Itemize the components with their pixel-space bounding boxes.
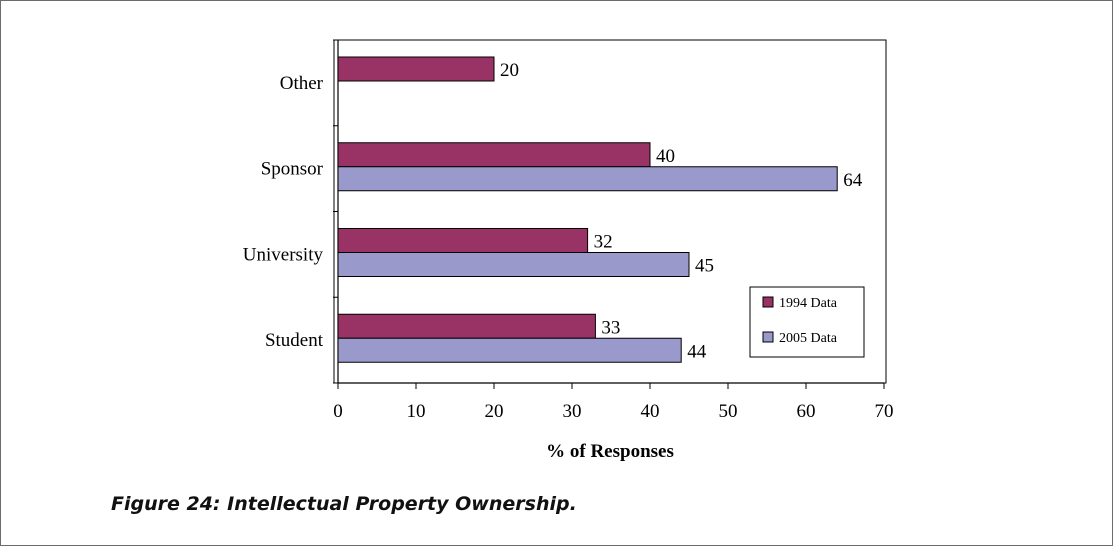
figure-caption: Figure 24: Intellectual Property Ownersh… (111, 493, 577, 515)
x-tick-label: 70 (875, 401, 894, 422)
bar-2005 (337, 166, 838, 192)
x-tick-label: 40 (641, 401, 660, 422)
x-tick-label: 30 (563, 401, 582, 422)
chart-marks: 0 10 20 30 40 50 60 70 Other 20 Sponsor 40 64 Univers… (243, 39, 894, 422)
category-label: Student (265, 330, 324, 351)
category-label: Other (280, 73, 324, 94)
category-label: University (243, 244, 324, 265)
bar-1994 (337, 142, 651, 168)
data-label: 40 (656, 146, 675, 167)
x-tick-label: 0 (333, 401, 343, 422)
x-tick-label: 60 (797, 401, 816, 422)
bar-1994 (337, 56, 495, 82)
legend-label-2005: 2005 Data (779, 331, 838, 346)
legend-box (749, 286, 865, 358)
x-tick-label: 20 (485, 401, 504, 422)
data-label: 45 (695, 256, 714, 277)
legend-swatch-2005 (762, 331, 774, 343)
legend: 1994 Data 2005 Data (749, 286, 865, 358)
data-label: 44 (687, 341, 707, 362)
data-label: 64 (843, 170, 863, 191)
bar-2005 (337, 337, 682, 363)
bar-1994 (337, 313, 596, 339)
data-label: 32 (594, 232, 613, 253)
data-label: 20 (500, 60, 519, 81)
x-tick-label: 10 (407, 401, 426, 422)
x-axis-label: % of Responses (546, 441, 674, 462)
category-label: Sponsor (261, 159, 324, 180)
legend-swatch-1994 (762, 296, 774, 308)
bar-1994 (337, 228, 589, 253)
x-tick-label: 50 (719, 401, 738, 422)
bar-2005 (337, 252, 690, 277)
legend-label-1994: 1994 Data (779, 296, 838, 311)
data-label: 33 (601, 317, 620, 338)
